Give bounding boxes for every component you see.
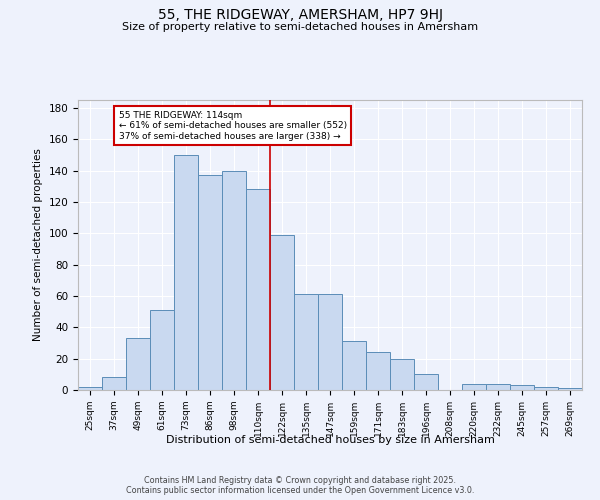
- Bar: [150, 310, 174, 390]
- Bar: [342, 342, 366, 390]
- Text: Size of property relative to semi-detached houses in Amersham: Size of property relative to semi-detach…: [122, 22, 478, 32]
- Bar: [462, 384, 486, 390]
- Bar: [366, 352, 390, 390]
- Bar: [510, 386, 534, 390]
- Text: Distribution of semi-detached houses by size in Amersham: Distribution of semi-detached houses by …: [166, 435, 494, 445]
- Bar: [486, 384, 510, 390]
- Y-axis label: Number of semi-detached properties: Number of semi-detached properties: [33, 148, 43, 342]
- Bar: [78, 387, 102, 390]
- Bar: [102, 378, 126, 390]
- Bar: [294, 294, 318, 390]
- Bar: [126, 338, 150, 390]
- Bar: [534, 387, 558, 390]
- Bar: [558, 388, 582, 390]
- Bar: [174, 155, 198, 390]
- Bar: [222, 170, 246, 390]
- Bar: [246, 190, 270, 390]
- Bar: [414, 374, 438, 390]
- Bar: [270, 235, 294, 390]
- Text: Contains HM Land Registry data © Crown copyright and database right 2025.
Contai: Contains HM Land Registry data © Crown c…: [126, 476, 474, 495]
- Bar: [318, 294, 342, 390]
- Text: 55, THE RIDGEWAY, AMERSHAM, HP7 9HJ: 55, THE RIDGEWAY, AMERSHAM, HP7 9HJ: [157, 8, 443, 22]
- Bar: [198, 175, 222, 390]
- Bar: [390, 358, 414, 390]
- Text: 55 THE RIDGEWAY: 114sqm
← 61% of semi-detached houses are smaller (552)
37% of s: 55 THE RIDGEWAY: 114sqm ← 61% of semi-de…: [119, 111, 347, 141]
